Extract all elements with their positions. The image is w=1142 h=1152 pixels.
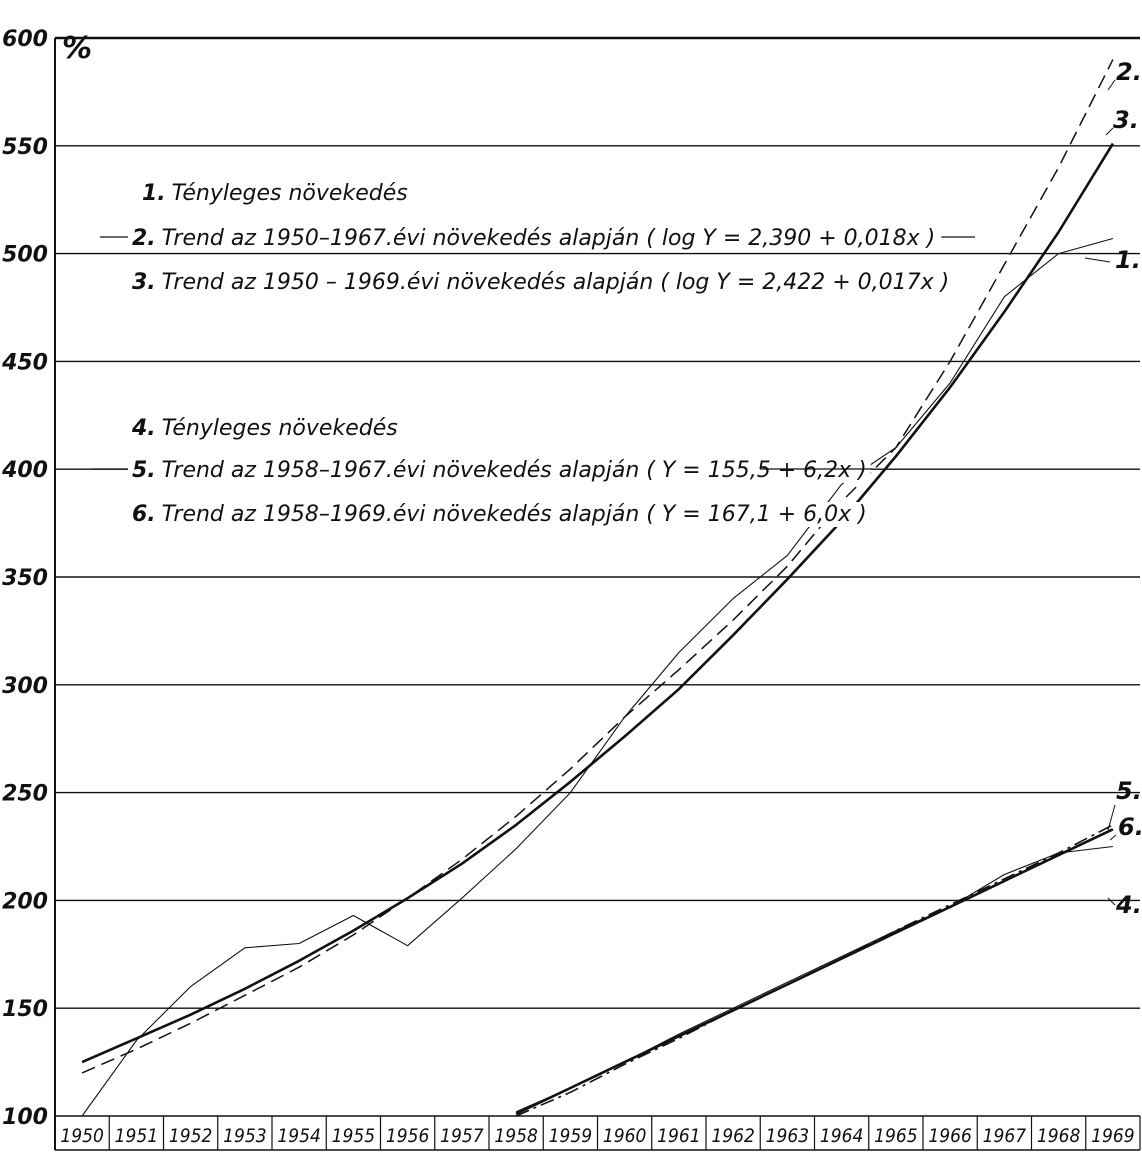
y-tick-label: 150 bbox=[2, 997, 48, 1022]
end-label-leader bbox=[1105, 127, 1114, 136]
y-tick-label: 100 bbox=[2, 1105, 48, 1130]
x-tick-label: 1959 bbox=[549, 1125, 593, 1147]
x-tick-label: 1968 bbox=[1037, 1125, 1081, 1147]
y-tick-label: 550 bbox=[2, 135, 48, 160]
series-line-2 bbox=[81, 59, 1114, 1074]
legend-entry: 1. Tényleges növekedés bbox=[142, 181, 408, 206]
y-tick-label: 600 bbox=[2, 27, 48, 52]
end-label-leader bbox=[1084, 257, 1111, 263]
legend-entry-backing bbox=[128, 270, 954, 295]
y-tick-label: 400 bbox=[1, 458, 48, 483]
y-tick-label: 200 bbox=[2, 889, 48, 914]
x-tick-label: 1958 bbox=[494, 1125, 538, 1147]
series-line-6 bbox=[515, 828, 1114, 1115]
end-label-leader bbox=[1107, 804, 1116, 831]
x-tick-label: 1955 bbox=[332, 1125, 376, 1147]
legend-entry: 5. Trend az 1958–1967.évi növekedés alapj… bbox=[132, 458, 867, 483]
series-end-label: 6. bbox=[1118, 813, 1142, 841]
y-tick-label: 500 bbox=[2, 243, 48, 268]
series-end-label: 5. bbox=[1116, 777, 1142, 805]
legend-entry-text: Trend az 1950–1967.évi növekedés alapján… bbox=[162, 226, 936, 251]
legend-entry-text: Trend az 1950 – 1969.évi növekedés alapj… bbox=[162, 270, 950, 295]
x-tick-label: 1951 bbox=[115, 1125, 159, 1147]
legend-entry-backing bbox=[128, 458, 871, 483]
legend-entry: 6. Trend az 1958–1969.évi növekedés alapj… bbox=[132, 502, 867, 527]
x-tick-label: 1963 bbox=[766, 1125, 810, 1147]
x-tick-label: 1950 bbox=[60, 1125, 104, 1147]
y-tick-label: 300 bbox=[2, 674, 48, 699]
x-tick-label: 1956 bbox=[386, 1125, 430, 1147]
x-axis-ticks: 1950 1951 1952 1953 1954 1955 1956 1957 1958 1959… bbox=[54, 1116, 1141, 1150]
x-tick-label: 1965 bbox=[874, 1125, 918, 1147]
series-end-label: 2. bbox=[1116, 58, 1142, 86]
legend-entry-number: 2. bbox=[132, 226, 156, 251]
y-tick-label: 250 bbox=[2, 782, 48, 807]
legend-entry-number: 5. bbox=[132, 458, 156, 483]
end-label-leader bbox=[1107, 79, 1116, 91]
series-line-1 bbox=[81, 237, 1114, 1117]
series-end-label: 1. bbox=[1115, 246, 1141, 274]
y-tick-label: 450 bbox=[1, 350, 48, 375]
legend-entry-text: Trend az 1958–1969.évi növekedés alapján… bbox=[162, 502, 867, 527]
series-line-3 bbox=[81, 142, 1115, 1064]
y-tick-label: 350 bbox=[2, 566, 48, 591]
legend-entry-number: 3. bbox=[132, 270, 156, 295]
legend-entry-text: Tényleges növekedés bbox=[162, 416, 398, 441]
legend-entry-backing bbox=[138, 181, 412, 206]
x-tick-label: 1967 bbox=[983, 1125, 1027, 1147]
legend-entry-text: Trend az 1958–1967.évi növekedés alapján… bbox=[162, 458, 867, 483]
series-lines bbox=[81, 59, 1115, 1117]
x-tick-label: 1962 bbox=[711, 1125, 755, 1147]
y-axis-unit-label: % bbox=[62, 31, 92, 66]
legend-entry-backing bbox=[127, 416, 402, 441]
y-axis-ticks: 100 150 200 250 300 350 400 450 500 550 600 bbox=[1, 27, 48, 1130]
legend-entry-number: 6. bbox=[132, 502, 156, 527]
series-end-label: 3. bbox=[1113, 106, 1139, 134]
end-label-leader bbox=[1109, 834, 1117, 841]
series-end-labels: 1. 2. 3. 4. 5. 6. bbox=[1084, 58, 1142, 919]
x-tick-label: 1964 bbox=[820, 1125, 864, 1147]
x-tick-label: 1961 bbox=[657, 1125, 701, 1147]
x-tick-label: 1969 bbox=[1091, 1125, 1135, 1147]
series-end-label: 4. bbox=[1115, 891, 1142, 919]
legend-entry: 4. Tényleges növekedés bbox=[131, 416, 398, 441]
legend-entry-backing bbox=[128, 226, 940, 251]
x-tick-label: 1960 bbox=[603, 1125, 647, 1147]
x-tick-label: 1957 bbox=[440, 1125, 484, 1147]
end-label-leader bbox=[1107, 897, 1116, 906]
x-tick-label: 1953 bbox=[223, 1125, 267, 1147]
legend-entry: 3. Trend az 1950 – 1969.évi növekedés ala… bbox=[132, 270, 949, 295]
x-tick-label: 1954 bbox=[277, 1125, 321, 1147]
legend-entry-backing bbox=[128, 502, 871, 527]
legend-entry-number: 4. bbox=[131, 416, 156, 441]
legend-entry-number: 1. bbox=[142, 181, 166, 206]
x-tick-label: 1966 bbox=[928, 1125, 972, 1147]
legend-entry: 2. Trend az 1950–1967.évi növekedés alapj… bbox=[132, 226, 935, 251]
legend-entry-text: Tényleges növekedés bbox=[172, 181, 408, 206]
x-tick-label: 1952 bbox=[169, 1125, 213, 1147]
